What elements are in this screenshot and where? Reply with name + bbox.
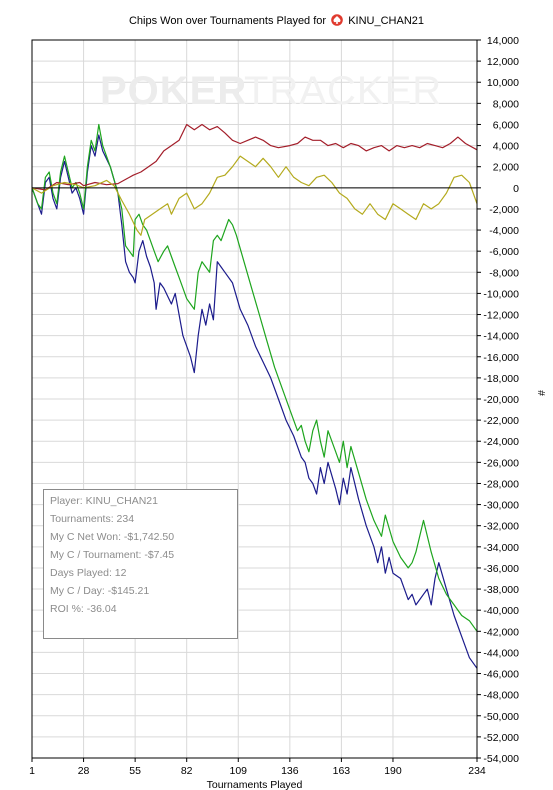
y-tick-label-28: -42,000	[483, 626, 519, 638]
x-tick-label-3: 82	[181, 765, 193, 777]
x-tick-label-2: 55	[129, 765, 141, 777]
series-line-1	[31, 134, 478, 669]
series-line-3	[31, 123, 478, 191]
stat-tournaments: Tournaments: 234	[50, 513, 135, 525]
stat-net-won: My C Net Won: -$1,742.50	[50, 531, 175, 543]
y-tick-label-20: -26,000	[483, 457, 519, 469]
stats-infobox: Player: KINU_CHAN21 Tournaments: 234 My …	[43, 489, 238, 639]
y-tick-label-18: -22,000	[483, 415, 519, 427]
series-line-2	[31, 123, 478, 632]
y-tick-label-2: 10,000	[487, 77, 519, 89]
y-axis-label: #	[535, 390, 547, 396]
y-tick-label-23: -32,000	[483, 521, 519, 533]
stat-roi: ROI %: -36.04	[50, 603, 117, 615]
y-tick-label-22: -30,000	[483, 500, 519, 512]
x-tick-label-8: 234	[468, 765, 486, 777]
stat-per-tournament: My C / Tournament: -$7.45	[50, 549, 175, 561]
chart-title: Chips Won over Tournaments Played for KI…	[0, 14, 553, 27]
y-tick-label-9: -4,000	[489, 225, 519, 237]
y-tick-label-13: -12,000	[483, 310, 519, 322]
y-tick-label-7: 0	[513, 183, 519, 195]
stat-days-played: Days Played: 12	[50, 567, 127, 579]
series-lines	[31, 123, 478, 669]
y-tick-label-8: -2,000	[489, 204, 519, 216]
x-tick-label-6: 163	[333, 765, 351, 777]
y-tick-label-34: -54,000	[483, 753, 519, 765]
y-tick-label-4: 6,000	[493, 119, 519, 131]
stat-player: Player: KINU_CHAN21	[50, 495, 158, 507]
x-tick-label-4: 109	[230, 765, 248, 777]
y-tick-label-27: -40,000	[483, 605, 519, 617]
y-tick-label-24: -34,000	[483, 542, 519, 554]
watermark-poker: POKER	[100, 69, 247, 113]
y-tick-label-32: -50,000	[483, 711, 519, 723]
y-tick-label-25: -36,000	[483, 563, 519, 575]
x-tick-label-0: 1	[29, 765, 35, 777]
stat-per-day: My C / Day: -$145.21	[50, 585, 150, 597]
y-tick-label-21: -28,000	[483, 478, 519, 490]
grid	[31, 39, 478, 759]
y-axis-ticks: 14,000 12,000 10,000 8,000 6,000 4,000 2,000 0 -…	[477, 35, 519, 765]
y-tick-label-6: 2,000	[493, 162, 519, 174]
y-tick-label-3: 8,000	[493, 98, 519, 110]
y-tick-label-19: -24,000	[483, 436, 519, 448]
y-tick-label-15: -16,000	[483, 352, 519, 364]
x-tick-label-5: 136	[281, 765, 299, 777]
x-tick-label-7: 190	[384, 765, 402, 777]
watermark: POKER TRACKER	[100, 69, 442, 113]
y-tick-label-16: -18,000	[483, 373, 519, 385]
y-tick-label-26: -38,000	[483, 584, 519, 596]
y-tick-label-30: -46,000	[483, 669, 519, 681]
watermark-tracker: TRACKER	[244, 69, 442, 113]
x-axis-label: Tournaments Played	[207, 779, 303, 790]
y-tick-label-1: 12,000	[487, 56, 519, 68]
y-tick-label-14: -14,000	[483, 331, 519, 343]
series-line-4	[31, 155, 478, 236]
y-tick-label-12: -10,000	[483, 288, 519, 300]
y-tick-label-10: -6,000	[489, 246, 519, 258]
y-tick-label-29: -44,000	[483, 647, 519, 659]
y-tick-label-11: -8,000	[489, 267, 519, 279]
chart-title-player: KINU_CHAN21	[348, 15, 425, 27]
x-tick-label-1: 28	[78, 765, 90, 777]
y-tick-label-17: -20,000	[483, 394, 519, 406]
chart-title-text: Chips Won over Tournaments Played for	[128, 15, 327, 27]
x-axis-ticks: 1 28 55 82 109 136 163 190 234	[29, 758, 486, 777]
y-tick-label-0: 14,000	[487, 35, 519, 47]
y-tick-label-31: -48,000	[483, 690, 519, 702]
y-tick-label-33: -52,000	[483, 732, 519, 744]
spade-icon	[331, 14, 343, 26]
y-tick-label-5: 4,000	[493, 141, 519, 153]
